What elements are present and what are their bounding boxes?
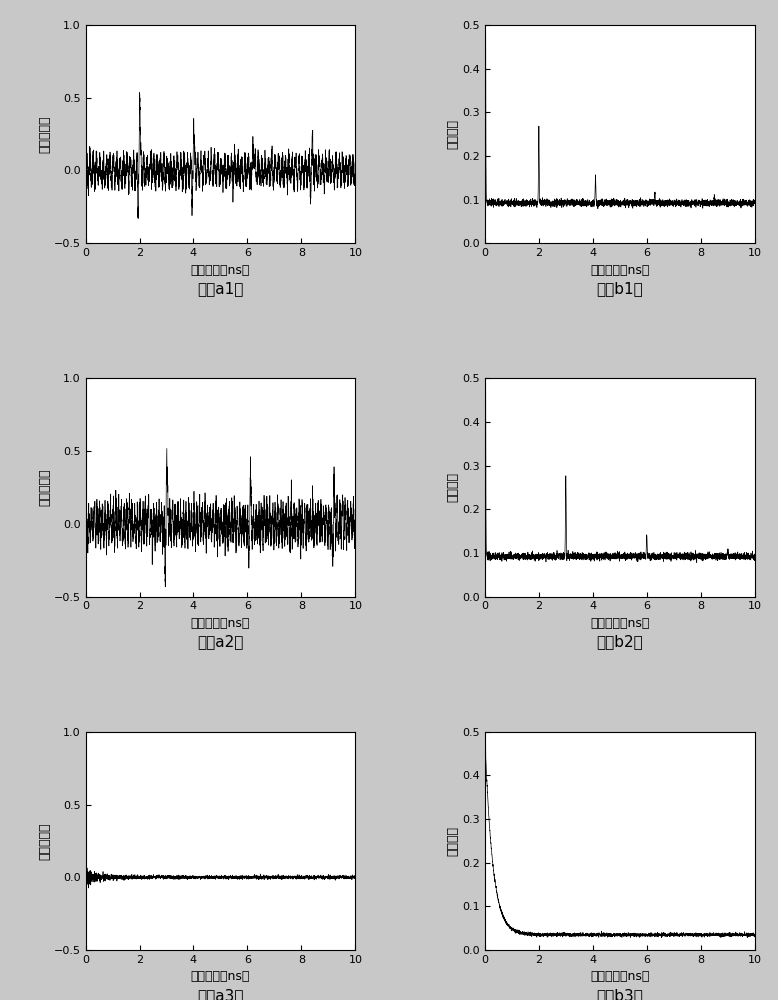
X-axis label: 滞后时间（ns）: 滞后时间（ns） (590, 970, 650, 983)
Y-axis label: 自相关函数: 自相关函数 (38, 115, 51, 153)
X-axis label: 滞后时间（ns）: 滞后时间（ns） (590, 617, 650, 630)
X-axis label: 滞后时间（ns）: 滞后时间（ns） (191, 970, 251, 983)
Y-axis label: 自相关函数: 自相关函数 (38, 822, 51, 860)
Text: 图（b2）: 图（b2） (597, 635, 643, 650)
Text: 图（a2）: 图（a2） (198, 635, 244, 650)
Text: 图（a3）: 图（a3） (198, 988, 244, 1000)
X-axis label: 滞后时间（ns）: 滞后时间（ns） (191, 264, 251, 277)
X-axis label: 滞后时间（ns）: 滞后时间（ns） (191, 617, 251, 630)
Y-axis label: 互信息量: 互信息量 (447, 119, 460, 149)
Y-axis label: 互信息量: 互信息量 (447, 472, 460, 502)
Text: 图（b3）: 图（b3） (596, 988, 643, 1000)
Y-axis label: 互信息量: 互信息量 (447, 826, 460, 856)
X-axis label: 滞后时间（ns）: 滞后时间（ns） (590, 264, 650, 277)
Text: 图（a1）: 图（a1） (198, 281, 244, 296)
Text: 图（b1）: 图（b1） (597, 281, 643, 296)
Y-axis label: 自相关函数: 自相关函数 (38, 469, 51, 506)
